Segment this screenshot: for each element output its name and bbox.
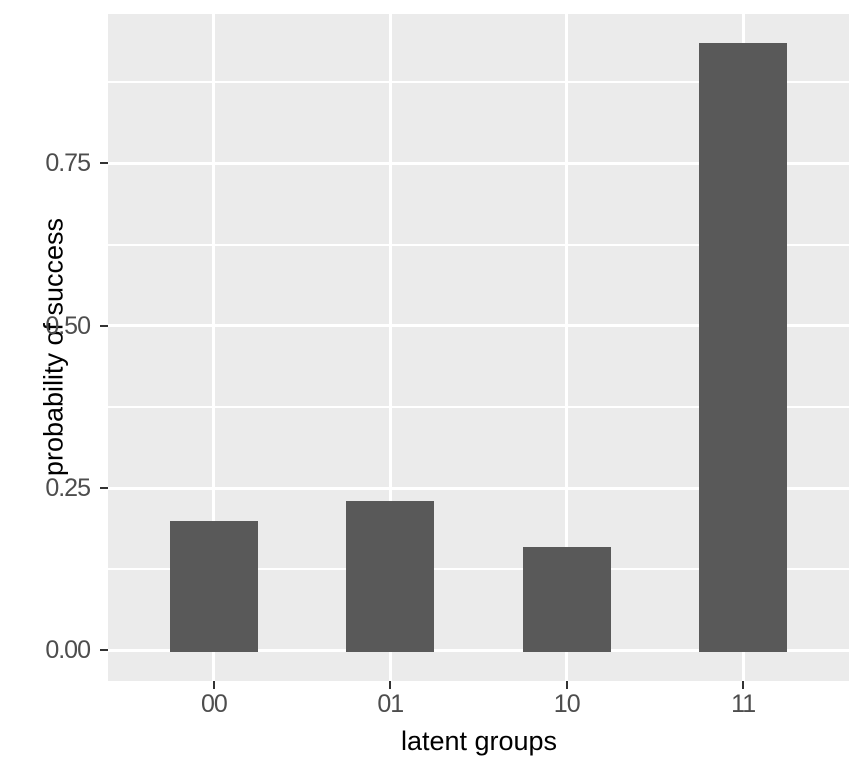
y-tick-mark — [100, 162, 108, 165]
x-tick-mark — [212, 681, 215, 689]
bar — [169, 520, 258, 653]
minor-gridline — [108, 568, 849, 571]
category-gridline — [565, 14, 569, 681]
major-gridline — [108, 324, 849, 328]
plot-panel — [108, 14, 849, 681]
x-tick-label: 10 — [553, 690, 581, 718]
major-gridline — [108, 486, 849, 490]
major-gridline — [108, 648, 849, 652]
y-tick-mark — [100, 324, 108, 327]
y-tick-label: 0.50 — [45, 311, 91, 340]
category-gridline — [388, 14, 392, 681]
bar — [522, 546, 611, 653]
x-axis-title: latent groups — [400, 726, 558, 756]
y-tick-label: 0.25 — [45, 474, 91, 503]
bar — [699, 43, 788, 653]
x-tick-mark — [742, 681, 745, 689]
x-tick-label: 11 — [731, 690, 756, 718]
y-tick-label: 0.75 — [45, 149, 91, 178]
minor-gridline — [108, 243, 849, 246]
category-gridline — [212, 14, 216, 681]
y-tick-label: 0.00 — [45, 636, 91, 665]
major-gridline — [108, 161, 849, 165]
y-tick-mark — [100, 487, 108, 490]
x-tick-mark — [565, 681, 568, 689]
x-tick-mark — [389, 681, 392, 689]
x-tick-label: 00 — [200, 690, 228, 718]
minor-gridline — [108, 405, 849, 408]
minor-gridline — [108, 81, 849, 84]
x-tick-label: 01 — [377, 690, 404, 718]
bar — [346, 501, 435, 653]
y-axis-title: probability of success — [38, 217, 69, 477]
y-tick-mark — [100, 649, 108, 652]
